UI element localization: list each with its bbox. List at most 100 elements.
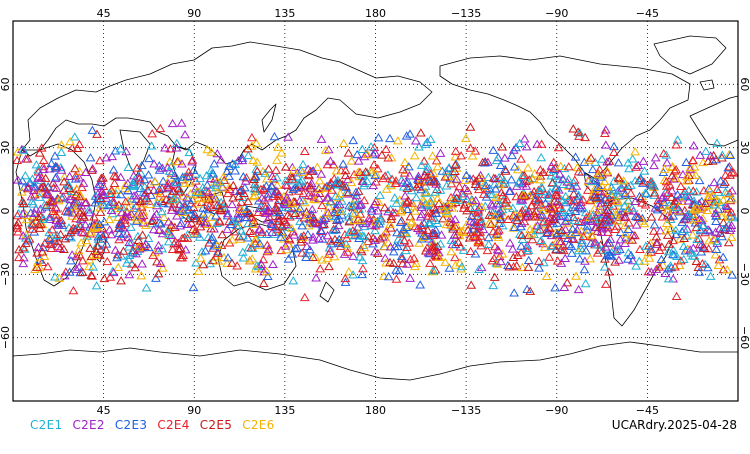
occultation-marker	[430, 250, 441, 259]
occultation-marker	[444, 162, 454, 172]
occultation-marker	[263, 244, 274, 253]
occultation-marker	[509, 162, 520, 171]
occultation-marker	[591, 193, 602, 202]
occultation-marker	[557, 174, 568, 183]
occultation-marker	[56, 140, 67, 149]
occultation-marker	[144, 153, 154, 163]
occultation-marker	[236, 197, 247, 206]
occultation-marker	[202, 144, 213, 154]
occultation-marker	[640, 200, 651, 209]
occultation-marker	[40, 238, 50, 247]
occultation-marker	[691, 187, 702, 196]
occultation-marker	[375, 234, 386, 243]
occultation-marker	[726, 232, 737, 241]
occultation-marker	[662, 205, 673, 214]
occultation-marker	[602, 166, 613, 175]
occultation-marker	[690, 209, 700, 219]
lat-tick-label-left: 0	[0, 208, 12, 215]
occultation-marker	[60, 206, 71, 215]
occultation-marker	[106, 189, 117, 198]
occultation-marker	[416, 234, 427, 243]
occultation-marker	[263, 189, 274, 198]
occultation-marker	[85, 153, 96, 162]
occultation-marker	[303, 221, 314, 230]
occultation-marker	[257, 227, 267, 236]
occultation-marker	[32, 248, 42, 257]
occultation-marker	[641, 241, 651, 250]
occultation-marker	[416, 160, 427, 169]
occultation-marker	[27, 224, 38, 233]
occultation-marker	[668, 235, 678, 245]
occultation-marker	[292, 243, 302, 252]
occultation-marker	[13, 227, 23, 236]
occultation-marker	[123, 162, 134, 171]
occultation-marker	[305, 245, 315, 254]
occultation-marker	[240, 176, 251, 185]
occultation-marker	[435, 239, 446, 248]
occultation-marker	[136, 168, 146, 177]
occultation-marker	[599, 176, 610, 186]
occultation-marker	[470, 202, 480, 212]
occultation-marker	[288, 276, 299, 285]
occultation-marker	[491, 192, 501, 202]
occultation-marker	[708, 234, 719, 244]
occultation-marker	[687, 155, 698, 165]
occultation-marker	[633, 160, 644, 169]
occultation-marker	[529, 208, 540, 218]
occultation-marker	[553, 142, 564, 152]
occultation-marker	[149, 212, 160, 221]
occultation-marker	[593, 169, 604, 179]
occultation-marker	[726, 223, 736, 232]
occultation-marker	[714, 224, 725, 233]
occultation-marker	[592, 216, 602, 225]
occultation-marker	[33, 242, 44, 251]
occultation-marker	[280, 180, 291, 189]
occultation-marker	[153, 246, 164, 255]
occultation-marker	[666, 201, 677, 211]
occultation-marker	[651, 264, 662, 273]
occultation-marker	[462, 206, 472, 215]
occultation-marker	[538, 167, 549, 176]
occultation-marker	[115, 172, 126, 181]
occultation-marker	[310, 194, 321, 204]
occultation-marker	[507, 150, 517, 160]
occultation-marker	[698, 157, 708, 167]
occultation-marker	[183, 167, 194, 176]
occultation-marker	[129, 180, 139, 189]
occultation-marker	[513, 178, 524, 187]
occultation-marker	[182, 229, 193, 239]
occultation-marker	[64, 171, 75, 181]
occultation-marker	[430, 225, 441, 234]
occultation-marker	[667, 171, 678, 180]
occultation-marker	[314, 234, 324, 243]
occultation-marker	[426, 213, 437, 222]
occultation-marker	[565, 205, 576, 214]
occultation-marker	[250, 179, 261, 188]
lon-tick-label-bottom: −45	[636, 404, 659, 417]
occultation-marker	[301, 252, 311, 262]
occultation-marker	[562, 218, 573, 227]
occultation-marker	[615, 235, 626, 244]
occultation-marker	[281, 196, 292, 205]
occultation-marker	[112, 185, 123, 194]
occultation-marker	[116, 208, 127, 217]
occultation-marker	[417, 224, 428, 233]
occultation-marker	[100, 244, 111, 254]
occultation-marker	[535, 187, 546, 196]
occultation-marker	[224, 161, 234, 170]
occultation-marker	[232, 261, 242, 270]
occultation-marker	[536, 152, 547, 162]
occultation-marker	[41, 188, 52, 197]
occultation-marker	[708, 190, 719, 199]
occultation-marker	[682, 211, 692, 220]
occultation-marker	[209, 193, 220, 202]
occultation-marker	[474, 173, 484, 182]
occultation-marker	[350, 208, 361, 217]
occultation-marker	[468, 231, 479, 240]
occultation-marker	[84, 205, 94, 214]
occultation-marker	[177, 253, 188, 262]
occultation-marker	[107, 151, 117, 161]
occultation-marker	[193, 199, 203, 208]
occultation-marker	[385, 219, 395, 228]
